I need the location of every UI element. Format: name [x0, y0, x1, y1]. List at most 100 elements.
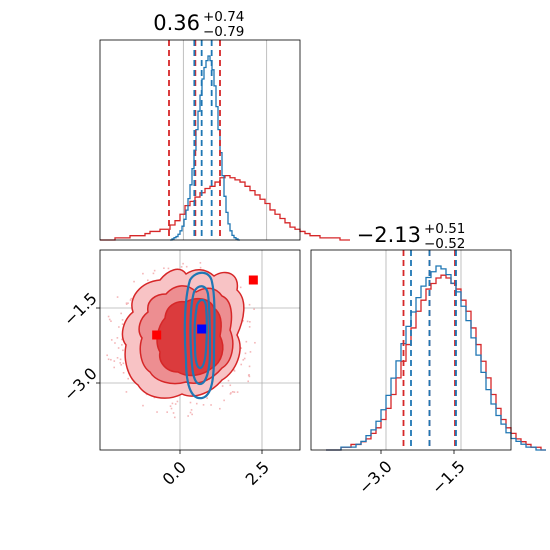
sample-point: [116, 357, 119, 359]
sample-point: [127, 377, 130, 380]
top-histogram-series-0: [100, 174, 350, 241]
sample-point: [119, 362, 122, 364]
sample-point: [180, 266, 183, 268]
sample-point: [125, 302, 128, 305]
sample-point: [117, 347, 120, 349]
y-tick-label-0: −1.5: [60, 289, 101, 330]
sample-point: [116, 296, 119, 298]
sample-point: [221, 385, 224, 387]
sample-point: [243, 357, 246, 360]
sample-point: [173, 416, 176, 419]
sample-point: [248, 375, 251, 378]
red-marker-1: [248, 275, 258, 285]
sample-point: [227, 379, 230, 382]
title-median-1: −2.13: [357, 223, 421, 247]
panel-bottom-left: −1.5 −3.0 0.0 2.5: [60, 249, 301, 489]
sample-point: [189, 401, 192, 404]
sample-point: [108, 318, 111, 321]
axes-frame-bottom-right: [310, 249, 512, 451]
x-tick-label-right-1: −1.5: [428, 457, 469, 498]
sample-point: [176, 400, 179, 403]
panel-bottom-right: −2.13 +0.51 −0.52 −3.0 −1.5: [310, 221, 546, 498]
sample-point: [171, 402, 174, 405]
blue-marker: [197, 324, 207, 334]
sample-point: [153, 269, 156, 272]
title-median-0: 0.36: [153, 11, 200, 35]
sample-point: [129, 299, 132, 301]
sample-point: [233, 391, 236, 393]
sample-point: [127, 302, 129, 305]
sample-point: [242, 319, 244, 322]
top-histogram-series-1: [170, 55, 240, 241]
sample-point: [206, 397, 208, 399]
panel-top-left: 0.36 +0.74 −0.79: [99, 9, 350, 241]
sample-point: [185, 265, 188, 268]
x-tick-label-1: 2.5: [242, 458, 273, 489]
sample-point: [253, 308, 255, 310]
sample-point: [233, 370, 236, 372]
x-tick-label-0: 0.0: [159, 458, 190, 489]
sample-point: [182, 262, 184, 265]
sample-point: [170, 407, 173, 410]
sample-point: [110, 358, 112, 361]
sample-point: [116, 337, 119, 339]
right-histogram-series-0: [326, 274, 546, 451]
sample-point: [121, 344, 123, 346]
sample-point: [254, 341, 256, 344]
sample-point: [121, 338, 123, 341]
right-histogram-series-1: [326, 265, 546, 451]
sample-point: [120, 312, 122, 315]
sample-point: [107, 315, 110, 318]
sample-point: [219, 407, 221, 410]
sample-point: [236, 391, 239, 393]
sample-point: [249, 321, 251, 323]
sample-point: [248, 326, 251, 328]
sample-point: [121, 323, 124, 325]
sample-point: [120, 363, 122, 366]
x-ticks-contour: 0.0 2.5: [159, 450, 273, 489]
sample-point: [191, 413, 193, 416]
sample-point: [233, 369, 235, 371]
sample-point: [133, 280, 135, 283]
sample-point: [246, 320, 249, 323]
red-contours: [121, 268, 245, 399]
sample-point: [202, 404, 205, 406]
title-minus-0: −0.79: [203, 24, 244, 40]
sample-point: [169, 405, 172, 407]
title-plus-0: +0.74: [203, 9, 244, 25]
y-tick-label-1: −3.0: [60, 364, 101, 405]
histograms-right: [326, 265, 546, 451]
grid-lines-top: [182, 40, 268, 240]
sample-point: [231, 391, 234, 393]
sample-point: [248, 303, 251, 306]
red-marker-0: [152, 330, 162, 340]
sample-point: [242, 359, 245, 361]
sample-point: [172, 412, 175, 414]
blue-contour-inner: [193, 298, 208, 370]
axes-frame-bottom-left: [99, 249, 301, 451]
x-tick-label-right-0: −3.0: [355, 457, 396, 498]
sample-point: [130, 297, 133, 300]
sample-point: [142, 404, 144, 407]
sample-point: [240, 363, 243, 366]
sample-point: [229, 393, 232, 395]
sample-point: [156, 411, 158, 413]
sample-point: [223, 399, 225, 402]
sample-point: [121, 319, 124, 321]
sample-point: [249, 351, 252, 353]
sample-point: [247, 380, 250, 383]
sample-point: [125, 303, 128, 305]
sample-point: [122, 371, 125, 374]
sample-point: [118, 326, 120, 328]
sample-point: [229, 384, 232, 387]
sample-point: [174, 403, 177, 405]
sample-point: [239, 286, 242, 289]
quantile-lines-right: [402, 250, 457, 450]
sample-point: [167, 267, 170, 270]
sample-point: [125, 391, 128, 393]
sample-point: [248, 374, 250, 376]
sample-point: [199, 266, 202, 269]
title-minus-1: −0.52: [424, 236, 465, 252]
sample-point: [210, 404, 212, 406]
